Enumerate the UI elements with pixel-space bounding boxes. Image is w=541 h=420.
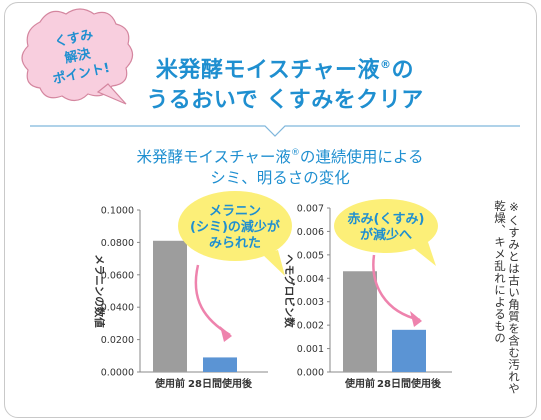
chart1-arrow-line <box>194 264 231 337</box>
chart2-y-tick-label: 0.004 <box>297 274 324 285</box>
chart1-callout-tail <box>262 250 285 276</box>
chart1-y-tick-label: 0.0400 <box>101 303 134 314</box>
chart1-y-tick-label: 0.0200 <box>101 335 134 346</box>
chart2-y-tick-label: 0.006 <box>297 227 324 238</box>
chart1-y-axis-label: メラニンの数値 <box>93 254 106 328</box>
chart1-callout-bubble <box>178 191 292 261</box>
chart2-y-tick-label: 0.002 <box>297 321 324 332</box>
chart1-y-tick-label: 0.0600 <box>101 270 134 281</box>
chart2-callout-line1: 赤み(くすみ) <box>348 211 425 227</box>
badge-tail <box>96 83 127 105</box>
chart1-x-tick-label: 使用前 <box>154 377 185 390</box>
badge-line2: 解決 <box>62 45 93 66</box>
chart1-callout-line3: みられた <box>209 236 261 251</box>
subheading-line1-end: の連続使用による <box>299 148 424 166</box>
chart2-callout-tail <box>411 242 436 266</box>
subheading: 米発酵モイスチャー液®の連続使用による シミ、明るさの変化 <box>80 143 480 189</box>
headline-line1-text: 米発酵モイスチャー液 <box>155 58 381 83</box>
chart1-y-tick-label: 0.0800 <box>101 238 134 249</box>
footnote: ※くすみとは古い角質を含む汚れや乾燥、キメ乱れによるもの <box>493 200 521 395</box>
subheading-line1: 米発酵モイスチャー液®の連続使用による <box>80 143 480 168</box>
chart1-y-tick-label: 0.0000 <box>101 368 134 379</box>
badge-cloud <box>21 8 134 102</box>
chart2-arrow-line <box>372 254 421 322</box>
chart2-arrow-head <box>410 311 422 327</box>
chart2-x-tick-label: 28日間使用後 <box>377 377 442 390</box>
chart1-x-tick-label: 28日間使用後 <box>188 377 253 390</box>
chart2-bar-before <box>343 271 377 372</box>
chart1-y-tick-label: 0.1000 <box>101 206 134 217</box>
chart2-bar-after <box>392 329 426 372</box>
badge: くすみ 解決 ポイント! <box>21 8 134 105</box>
headline: 米発酵モイスチャー液®の うるおいで くすみをクリア <box>120 50 450 116</box>
headline-reg-mark: ® <box>380 58 392 71</box>
subheading-line1-text: 米発酵モイスチャー液 <box>136 148 291 166</box>
subheading-line2: シミ、明るさの変化 <box>210 169 350 187</box>
chart2-y-tick-label: 0.005 <box>297 250 324 261</box>
chart1-bar-before <box>153 240 187 372</box>
chart2-y-axis-label: ヘモグロビン数 <box>283 254 296 328</box>
chart1-bar-after <box>203 357 237 372</box>
chart2-x-tick-label: 使用前 <box>344 377 375 390</box>
chart2-callout-line2: が減少へ <box>360 227 412 243</box>
chart2-callout-bubble <box>334 199 438 253</box>
chart2-y-tick-label: 0.003 <box>297 297 324 308</box>
headline-line1-end: の <box>391 58 415 83</box>
section-divider <box>30 125 520 137</box>
chart1-callout-line2: (シミ)の減少が <box>190 219 280 235</box>
subheading-reg-mark: ® <box>290 148 300 158</box>
chart1-arrow-head <box>220 326 232 342</box>
headline-line1: 米発酵モイスチャー液®の <box>120 50 450 86</box>
chart2-y-tick-label: 0.000 <box>297 368 324 379</box>
chart2-y-tick-label: 0.001 <box>297 344 324 355</box>
headline-line2: うるおいで くすみをクリア <box>146 88 424 113</box>
chart2-y-tick-label: 0.007 <box>297 204 324 215</box>
chart1-callout-line1: メラニン <box>209 204 261 219</box>
